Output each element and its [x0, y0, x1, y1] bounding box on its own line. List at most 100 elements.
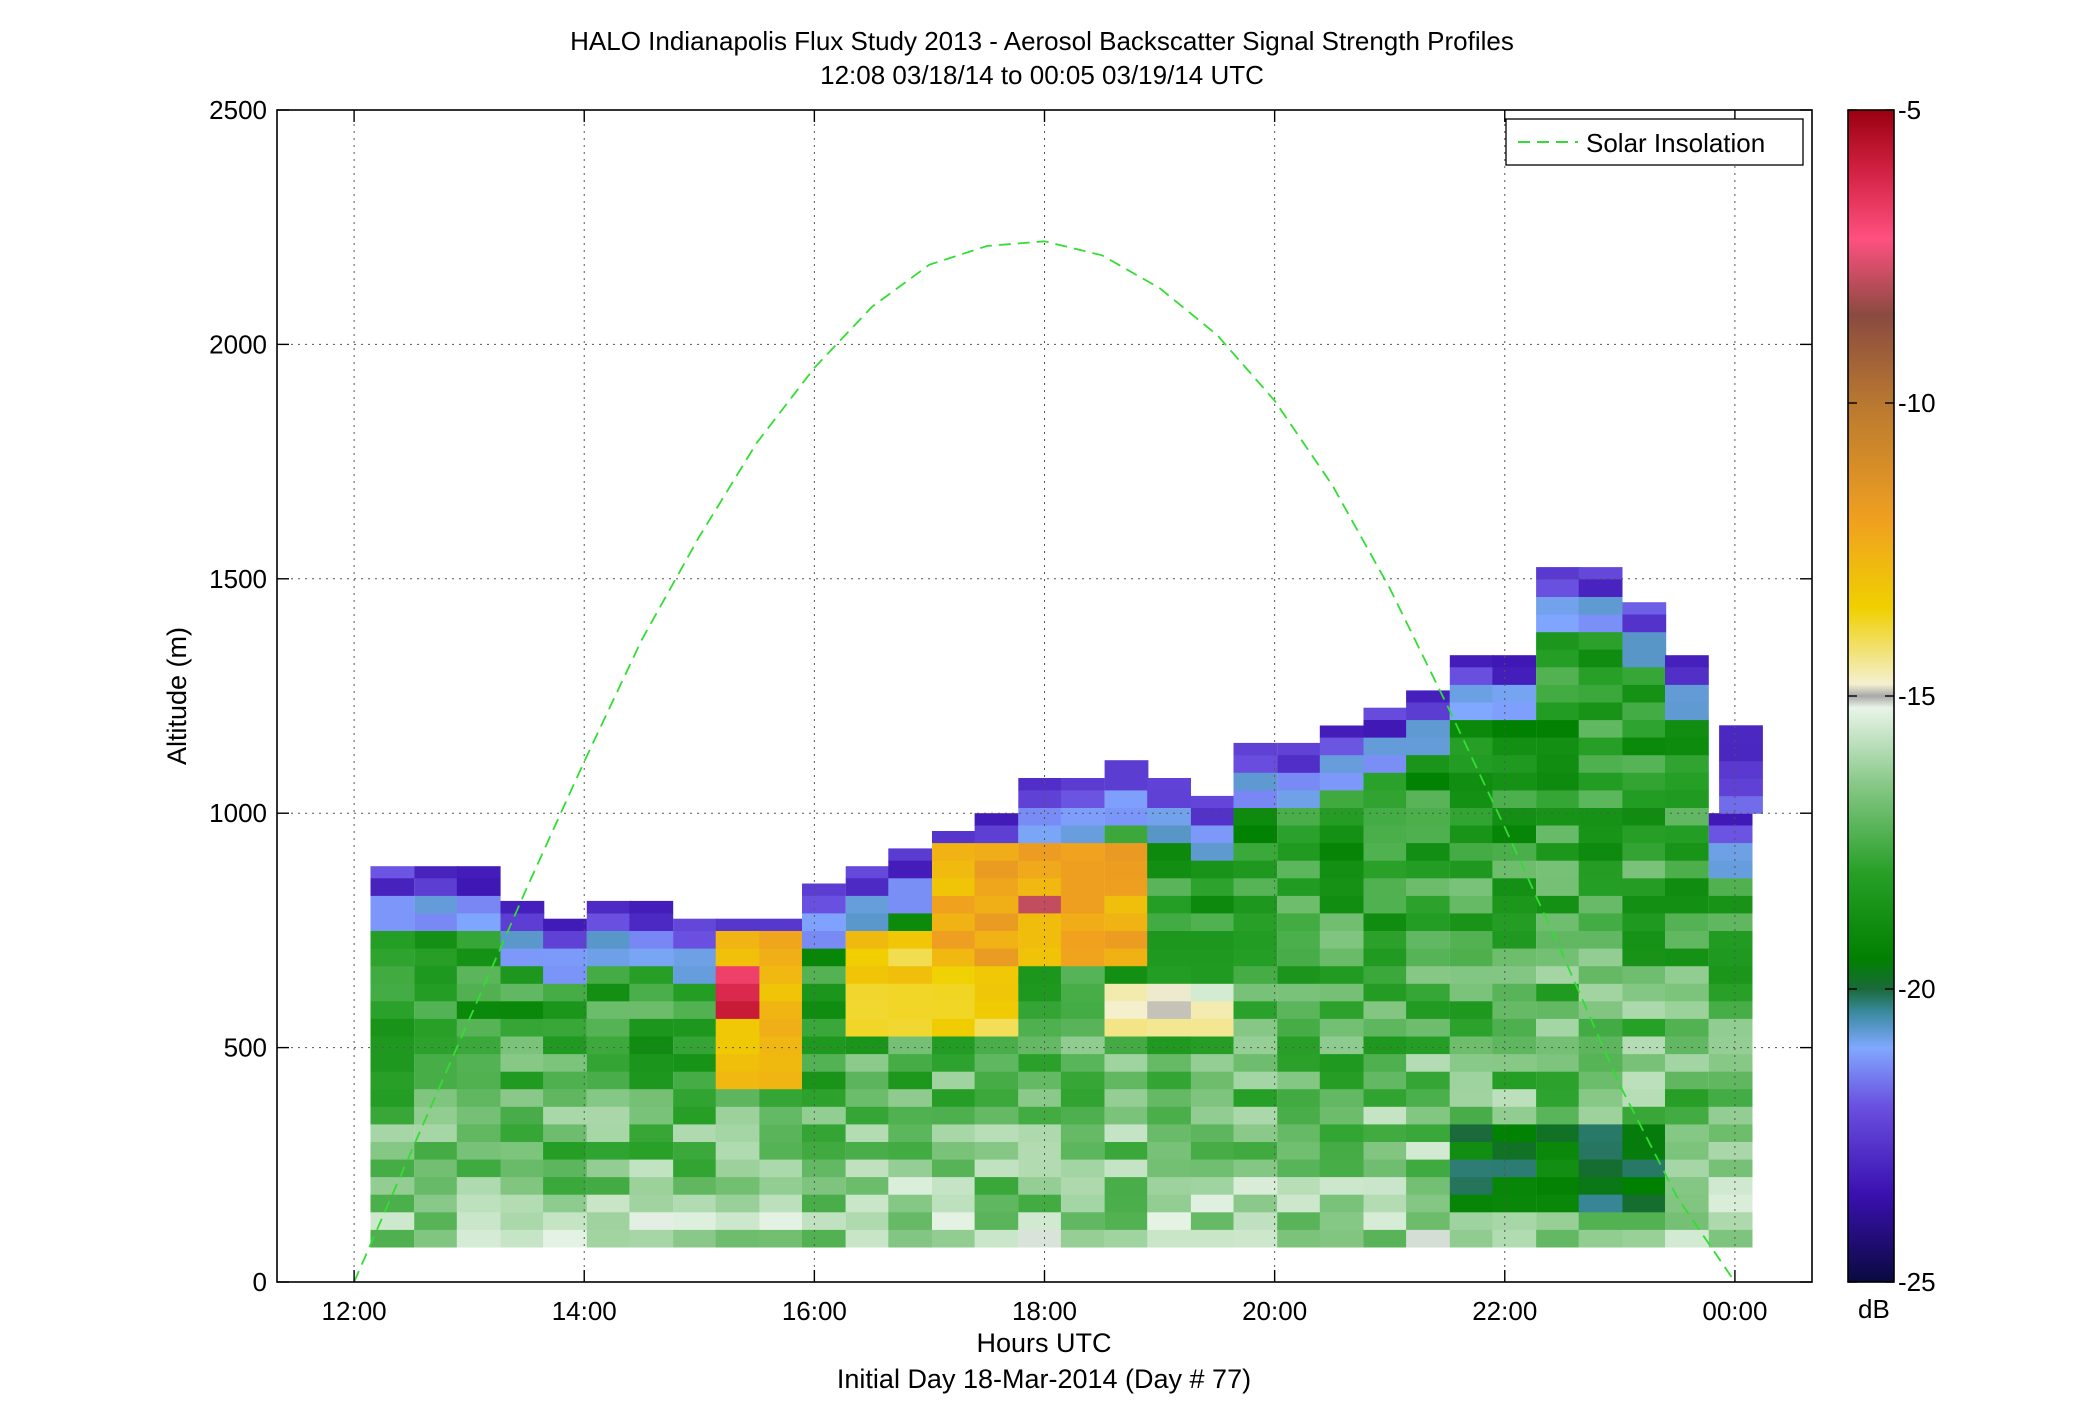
heatmap-cell [1536, 1211, 1580, 1230]
heatmap-cell [543, 965, 587, 984]
heatmap-cell [1104, 1123, 1149, 1142]
heatmap-cell [1578, 631, 1623, 650]
x-axis-title: Hours UTC [976, 1328, 1111, 1358]
heatmap-cell [845, 1035, 890, 1055]
heatmap-cell [1536, 578, 1580, 597]
heatmap-cell [1277, 1088, 1321, 1107]
heatmap-cell [1060, 895, 1105, 914]
heatmap-cell [1406, 912, 1450, 931]
heatmap-cell [1319, 772, 1364, 791]
heatmap-cell [1319, 1229, 1364, 1248]
heatmap-cell [1363, 1071, 1408, 1090]
heatmap-cell [1406, 1176, 1450, 1195]
heatmap-cell [1708, 1176, 1753, 1195]
y-axis-title: Altitude (m) [162, 627, 192, 765]
heatmap-cell [715, 1071, 760, 1090]
heatmap-cell [1147, 824, 1191, 844]
heatmap-cell [1319, 930, 1364, 949]
heatmap-cell [1233, 824, 1278, 844]
heatmap-cell [1363, 807, 1408, 826]
heatmap-cell [759, 1071, 804, 1090]
heatmap-cell [1536, 912, 1580, 931]
heatmap-cell [1665, 1176, 1709, 1195]
heatmap-cell [888, 895, 933, 914]
heatmap-cell [1060, 1106, 1105, 1125]
heatmap-cell [629, 1000, 674, 1019]
heatmap-cell [1406, 842, 1450, 861]
heatmap-cell [974, 1000, 1019, 1019]
heatmap-cell [586, 965, 631, 984]
heatmap-cell [1578, 701, 1623, 721]
heatmap-cell [888, 848, 933, 861]
heatmap-cell [1190, 1035, 1235, 1055]
heatmap-cell [1536, 930, 1580, 949]
heatmap-cell [1277, 1141, 1321, 1160]
heatmap-cell [673, 983, 717, 1002]
heatmap-cell [1578, 1123, 1623, 1142]
heatmap-cell [1060, 912, 1105, 931]
heatmap-cell [1147, 1088, 1191, 1107]
heatmap-cell [932, 912, 976, 931]
heatmap-cell [586, 1211, 631, 1230]
heatmap-cell [759, 983, 804, 1002]
heatmap-cell [1147, 1053, 1191, 1072]
y-axis-ticks: 0 500 1000 1500 2000 2500 [209, 95, 1812, 1297]
heatmap-cell [888, 1229, 933, 1248]
heatmap-cell [1277, 1194, 1321, 1213]
heatmap-cell [1319, 1106, 1364, 1125]
heatmap-cell [1622, 1158, 1667, 1178]
heatmap-cell [1018, 1000, 1063, 1019]
heatmap-cell [586, 1053, 631, 1072]
heatmap-cell [1622, 824, 1667, 844]
heatmap-cell [1449, 719, 1494, 738]
heatmap-cell [1449, 965, 1494, 984]
heatmap-cell [1578, 1211, 1623, 1230]
heatmap-cell [1449, 1088, 1494, 1107]
heatmap-cell [802, 912, 846, 931]
x-axis-subtitle: Initial Day 18-Mar-2014 (Day # 77) [837, 1364, 1251, 1394]
colorbar-ticks: -5 -10 -15 -20 -25 [1848, 95, 1936, 1297]
heatmap-cell [1708, 1071, 1753, 1090]
y-tick-label: 2000 [209, 329, 267, 359]
heatmap-cell [1665, 1211, 1709, 1230]
heatmap-cell [974, 1211, 1019, 1230]
heatmap-cell [1665, 1158, 1709, 1178]
heatmap-cell [673, 1158, 717, 1178]
heatmap-cell [1492, 930, 1537, 949]
heatmap-cell [1147, 1035, 1191, 1055]
heatmap-cell [456, 866, 501, 879]
heatmap-cell [1233, 842, 1278, 861]
heatmap-cell [1363, 789, 1408, 808]
heatmap-cell [1536, 948, 1580, 967]
heatmap-cell [1536, 701, 1580, 721]
heatmap-cell [1147, 1194, 1191, 1213]
heatmap-cell [1622, 1053, 1667, 1072]
heatmap-cell [802, 948, 846, 967]
colorbar-tick-label: -15 [1898, 681, 1936, 711]
heatmap-cell [1363, 860, 1408, 879]
heatmap-cell [1708, 842, 1753, 861]
heatmap-cell [1060, 842, 1105, 861]
heatmap-cell [456, 965, 501, 984]
heatmap-cell [759, 1194, 804, 1213]
heatmap-cell [1719, 795, 1763, 814]
heatmap-cell [1319, 842, 1364, 861]
heatmap-cell [715, 1229, 760, 1248]
heatmap-cell [1449, 1194, 1494, 1213]
heatmap-cell [370, 912, 415, 931]
heatmap-cell [414, 930, 458, 949]
heatmap-cell [1277, 877, 1321, 896]
heatmap-cell [974, 1053, 1019, 1072]
heatmap-cell [370, 1141, 415, 1160]
heatmap-cell [543, 918, 587, 931]
heatmap-cell [629, 1229, 674, 1248]
heatmap-cell [932, 842, 976, 861]
heatmap-cell [845, 1000, 890, 1019]
heatmap-cell [1233, 948, 1278, 967]
heatmap-cell [1233, 789, 1278, 808]
heatmap-cell [414, 1053, 458, 1072]
heatmap-cell [1492, 684, 1537, 703]
heatmap-cell [1060, 789, 1105, 808]
heatmap-cell [1104, 860, 1149, 879]
heatmap-cell [1319, 1158, 1364, 1178]
